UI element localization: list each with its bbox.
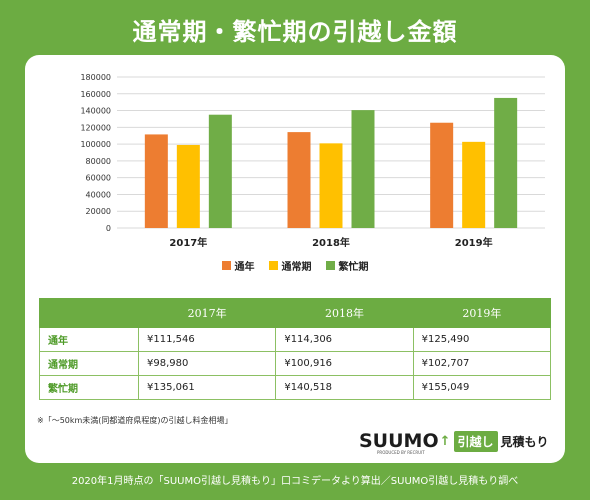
table-row: 通年 ¥111,546 ¥114,306 ¥125,490 (39, 327, 552, 352)
table-cell: ¥100,916 (275, 351, 414, 376)
table-header-2019: 2019年 (412, 298, 552, 328)
bar-通常期-2019年 (462, 141, 486, 228)
price-table: 2017年 2018年 2019年 通年 ¥111,546 ¥114,306 ¥… (39, 298, 552, 400)
source-footer: 2020年1月時点の「SUUMO引越し見積もり」口コミデータより算出／SUUMO… (71, 476, 519, 487)
bar-chart: 0 20000 40000 60000 80000 100000 120000 140000 1… (80, 73, 545, 249)
table-row: 繁忙期 ¥135,061 ¥140,518 ¥155,049 (39, 375, 552, 400)
footnote: ※「～50km未満(同都道府県程度)の引越し料金相場」 (37, 416, 233, 425)
legend-item-normal: 通常期 (268, 258, 312, 273)
table-row: 通常期 ¥98,980 ¥100,916 ¥102,707 (39, 351, 552, 376)
y-tick-label: 160000 (80, 90, 111, 99)
suumo-logo: SUUMO PRODUCED BY RECRUIT ↑ 引越し 見積もり (359, 428, 549, 455)
chart-legend: 通年 通常期 繁忙期 (25, 258, 565, 273)
y-tick-label: 40000 (86, 190, 111, 199)
y-tick-label: 20000 (86, 207, 111, 216)
bar-通年-2019年 (430, 122, 454, 228)
legend-label-normal: 通常期 (281, 262, 312, 273)
table-cell: ¥155,049 (412, 375, 552, 400)
legend-label-annual: 通年 (234, 262, 255, 273)
row-label-normal: 通常期 (39, 351, 139, 376)
y-tick-label: 140000 (80, 107, 111, 116)
table-cell: ¥125,490 (412, 327, 552, 352)
suumo-sub: PRODUCED BY RECRUIT (377, 450, 425, 455)
legend-swatch-normal (268, 261, 278, 270)
table-header-2017: 2017年 (137, 298, 277, 328)
table-cell: ¥98,980 (137, 351, 277, 376)
table-header-2018: 2018年 (275, 298, 414, 328)
y-tick-label: 60000 (86, 174, 111, 183)
row-label-busy: 繁忙期 (39, 375, 139, 400)
x-tick-label: 2019年 (455, 236, 493, 249)
legend-item-annual: 通年 (221, 258, 255, 273)
content-card: 0 20000 40000 60000 80000 100000 120000 140000 1… (25, 55, 565, 463)
y-tick-label: 180000 (80, 73, 111, 82)
y-tick-label: 100000 (80, 140, 111, 149)
row-label-annual: 通年 (39, 327, 139, 352)
legend-swatch-annual (221, 261, 231, 270)
table-cell: ¥102,707 (412, 351, 552, 376)
x-tick-label: 2017年 (169, 236, 207, 249)
bar-繁忙期-2017年 (208, 114, 232, 228)
legend-label-busy: 繁忙期 (338, 262, 369, 273)
bar-通年-2017年 (144, 134, 168, 228)
table-header-row: 2017年 2018年 2019年 (39, 298, 552, 328)
bar-通常期-2017年 (176, 144, 200, 228)
table-header-corner (39, 298, 139, 328)
bar-繁忙期-2019年 (494, 97, 518, 228)
table-cell: ¥140,518 (275, 375, 414, 400)
suumo-brand: SUUMO (359, 429, 439, 452)
legend-swatch-busy (325, 261, 335, 270)
y-tick-label: 0 (106, 224, 111, 233)
bar-通常期-2018年 (319, 143, 343, 228)
table-cell: ¥135,061 (137, 375, 277, 400)
page-title: 通常期・繁忙期の引越し金額 (132, 18, 458, 46)
table-cell: ¥114,306 (275, 327, 414, 352)
y-tick-label: 80000 (86, 157, 111, 166)
bar-通年-2018年 (287, 132, 311, 228)
x-tick-label: 2018年 (312, 236, 350, 249)
table-cell: ¥111,546 (137, 327, 277, 352)
logo-tail-text: 見積もり (500, 434, 549, 449)
legend-item-busy: 繁忙期 (325, 258, 369, 273)
y-tick-label: 120000 (80, 123, 111, 132)
bar-繁忙期-2018年 (351, 110, 375, 228)
arrow-up-icon: ↑ (439, 433, 451, 449)
logo-box-text: 引越し (453, 430, 498, 452)
